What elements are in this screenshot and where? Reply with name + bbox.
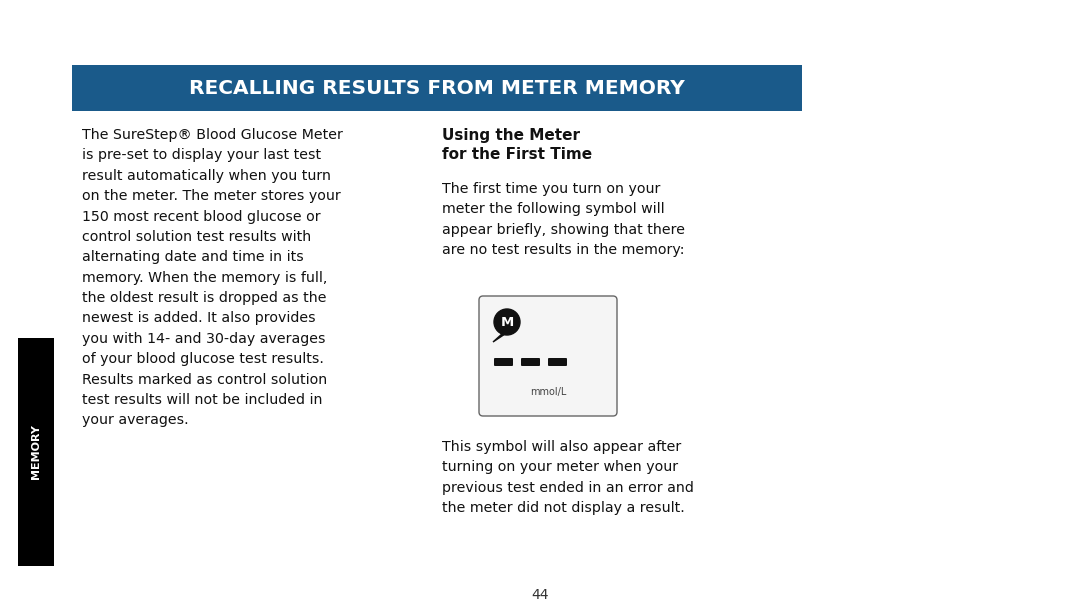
- FancyBboxPatch shape: [18, 338, 54, 566]
- FancyBboxPatch shape: [521, 358, 540, 366]
- Polygon shape: [492, 330, 511, 342]
- Text: 44: 44: [531, 588, 549, 602]
- Text: RECALLING RESULTS FROM METER MEMORY: RECALLING RESULTS FROM METER MEMORY: [189, 79, 685, 98]
- Text: Using the Meter: Using the Meter: [442, 128, 580, 143]
- Text: M: M: [500, 316, 514, 328]
- FancyBboxPatch shape: [494, 358, 513, 366]
- Text: The first time you turn on your
meter the following symbol will
appear briefly, : The first time you turn on your meter th…: [442, 182, 685, 257]
- Text: The SureStep® Blood Glucose Meter
is pre-set to display your last test
result au: The SureStep® Blood Glucose Meter is pre…: [82, 128, 342, 427]
- Text: MEMORY: MEMORY: [31, 424, 41, 480]
- Text: for the First Time: for the First Time: [442, 147, 592, 162]
- FancyBboxPatch shape: [548, 358, 567, 366]
- Circle shape: [494, 309, 519, 335]
- FancyBboxPatch shape: [72, 65, 802, 111]
- Text: mmol/L: mmol/L: [530, 387, 566, 397]
- FancyBboxPatch shape: [480, 296, 617, 416]
- Text: This symbol will also appear after
turning on your meter when your
previous test: This symbol will also appear after turni…: [442, 440, 693, 515]
